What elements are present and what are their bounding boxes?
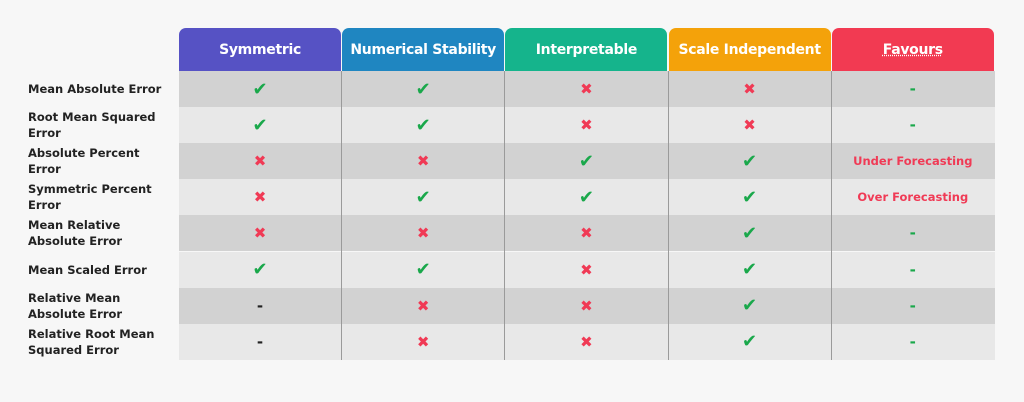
cell: ✔	[742, 259, 758, 281]
cell: Under Forecasting	[853, 154, 973, 169]
cell: ✔	[415, 78, 431, 100]
cell: ✔	[252, 114, 268, 136]
cell: ✔	[415, 114, 431, 136]
cell: -	[909, 260, 916, 279]
column-header: Numerical Stability	[342, 28, 505, 71]
cell: ✔	[742, 222, 758, 244]
cell: -	[909, 332, 916, 351]
row-label: Relative Mean Absolute Error	[28, 290, 123, 321]
row-background	[179, 287, 995, 324]
row-background	[179, 143, 995, 180]
row-label: Root Mean Squared Error	[28, 110, 156, 141]
row-background	[179, 107, 995, 144]
cell: ✔	[742, 331, 758, 353]
cell: -	[909, 80, 916, 99]
row-background	[179, 215, 995, 252]
cell: ✖	[416, 296, 430, 315]
cell: ✔	[252, 259, 268, 281]
cell: ✔	[415, 259, 431, 281]
cell: -	[909, 296, 916, 315]
cell: ✔	[742, 186, 758, 208]
row-background	[179, 71, 995, 108]
cell: ✖	[580, 224, 593, 243]
column-separator	[504, 71, 506, 360]
cell: ✖	[580, 260, 593, 279]
cell: ✔	[742, 295, 758, 317]
cell: ✔	[742, 150, 758, 172]
column-separator	[341, 71, 343, 360]
cell: ✖	[743, 80, 756, 99]
row-label: Mean Absolute Error	[28, 82, 162, 97]
cell: ✔	[578, 186, 594, 208]
row-label: Symmetric Percent Error	[28, 182, 152, 213]
cell: ✔	[578, 150, 594, 172]
row-background	[179, 251, 995, 288]
cell: ✖	[580, 332, 593, 351]
cell: ✖	[580, 116, 593, 135]
column-header: Scale Independent	[668, 28, 831, 71]
row-background	[179, 179, 995, 216]
cell: ✖	[580, 296, 593, 315]
cell: ✖	[416, 332, 430, 351]
cell: ✖	[253, 188, 267, 207]
row-label: Mean Scaled Error	[28, 262, 147, 277]
cell: ✖	[253, 152, 267, 171]
row-label: Absolute Percent Error	[28, 146, 140, 177]
cell: -	[909, 116, 916, 135]
cell: -	[256, 296, 264, 315]
cell: -	[909, 224, 916, 243]
row-label: Relative Root Mean Squared Error	[28, 326, 155, 357]
column-header: Symmetric	[179, 28, 341, 71]
row-label: Mean Relative Absolute Error	[28, 218, 123, 249]
row-background	[179, 323, 995, 360]
cell: ✔	[415, 186, 431, 208]
cell: Over Forecasting	[857, 190, 969, 205]
cell: ✖	[253, 224, 267, 243]
cell: ✔	[252, 78, 268, 100]
cell: ✖	[580, 80, 593, 99]
column-header: Interpretable	[505, 28, 668, 71]
column-separator	[830, 71, 832, 360]
cell: ✖	[743, 116, 756, 135]
column-separator	[667, 71, 669, 360]
cell: -	[256, 332, 264, 351]
column-header: Favours	[831, 28, 994, 71]
cell: ✖	[416, 224, 430, 243]
cell: ✖	[416, 152, 430, 171]
